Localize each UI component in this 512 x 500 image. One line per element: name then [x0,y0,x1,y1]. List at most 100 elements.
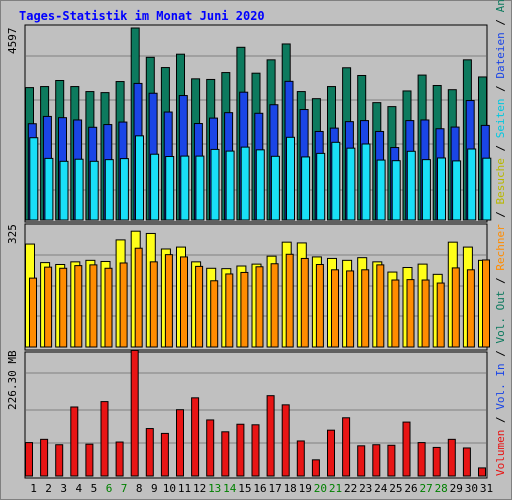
requests-max-label: 4597 [6,27,19,55]
day-label-27: 27 [419,482,433,495]
legend-rechner: Rechner [494,224,507,271]
bar-rechner-day-14 [225,273,234,348]
bar-volumen-day-26 [402,421,411,477]
bar-volumen-day-19 [296,440,305,477]
bar-volumen-day-10 [160,432,169,477]
bar-seiten-day-22 [346,147,356,221]
bar-seiten-day-21 [331,141,341,221]
bar-seiten-day-8 [135,135,144,221]
bar-rechner-day-13 [210,280,219,348]
legend-sep: / [494,78,507,99]
day-label-4: 4 [75,482,83,495]
bar-volumen-day-8 [130,349,139,477]
bar-rechner-day-17 [270,263,279,348]
day-label-8: 8 [135,482,143,495]
bar-seiten-day-12 [195,155,205,221]
legend-vol-in: Vol. In [494,363,507,410]
bar-volumen-day-9 [145,428,154,477]
day-label-17: 17 [268,482,282,495]
legend-sep: / [494,12,507,33]
bar-seiten-day-1 [29,137,39,221]
bar-seiten-day-23 [361,143,371,221]
day-label-26: 26 [404,482,418,495]
day-label-23: 23 [359,482,373,495]
bar-volumen-day-6 [100,401,109,477]
bar-rechner-day-11 [180,256,188,348]
legend-sep: / [494,409,507,430]
day-label-25: 25 [389,482,403,495]
day-label-14: 14 [223,482,237,495]
bar-volumen-day-28 [432,446,441,477]
bar-rechner-day-20 [315,263,324,348]
bar-seiten-day-5 [89,160,99,221]
bar-seiten-day-28 [437,157,446,221]
day-label-7: 7 [120,482,128,495]
bar-volumen-day-11 [176,409,184,477]
bar-volumen-day-15 [236,423,245,477]
day-label-2: 2 [45,482,52,495]
legend-sep: / [494,138,507,159]
day-label-5: 5 [90,482,98,495]
bar-rechner-day-10 [164,254,173,348]
legend-volumen: Volumen [494,429,507,476]
day-label-28: 28 [434,482,448,495]
bar-volumen-day-2 [40,438,49,477]
legend-besuche: Besuche [494,158,507,205]
bar-seiten-day-24 [376,159,386,221]
bar-rechner-day-19 [300,257,309,348]
bar-seiten-day-19 [301,156,311,221]
legend-anfragen: Anfragen [494,0,507,12]
bar-rechner-day-28 [436,282,445,348]
bar-volumen-day-21 [327,429,335,477]
legend-dateien: Dateien [494,32,507,79]
bar-rechner-day-21 [331,269,339,348]
bar-rechner-day-31 [482,259,490,348]
bar-seiten-day-15 [240,146,250,221]
bar-rechner-day-25 [391,279,400,348]
bar-rechner-day-2 [44,266,53,348]
bar-seiten-day-18 [286,136,295,221]
day-label-19: 19 [298,482,312,495]
day-label-22: 22 [343,482,358,495]
bar-seiten-day-4 [74,158,84,221]
day-label-15: 15 [238,482,252,495]
legend-sep: / [494,270,507,291]
bar-rechner-day-16 [255,266,264,348]
day-label-31: 31 [479,482,494,495]
bar-seiten-day-3 [59,160,69,221]
day-label-30: 30 [464,482,479,495]
bar-rechner-day-1 [29,277,37,348]
bar-volumen-day-7 [115,441,124,477]
bar-volumen-day-4 [70,406,79,477]
bar-volumen-day-23 [357,445,366,477]
bar-rechner-day-4 [74,265,83,348]
legend-vol-out: Vol. Out [494,290,507,344]
bar-volumen-day-20 [311,459,320,477]
bar-volumen-day-18 [281,404,290,477]
bar-volumen-day-30 [462,447,471,477]
bar-volumen-day-31 [478,467,486,477]
day-label-13: 13 [208,482,222,495]
bar-volumen-day-12 [191,397,200,477]
bar-seiten-day-9 [150,153,160,221]
bar-rechner-day-5 [89,264,98,348]
bar-rechner-day-18 [285,253,294,348]
bar-rechner-day-6 [104,267,113,348]
right-legend: Volumen / Vol. In / Vol. Out / Rechner /… [494,0,507,476]
day-label-21: 21 [328,482,343,495]
volume-max-label: 226.30 MB [6,350,19,410]
bar-rechner-day-7 [119,262,128,348]
bar-volumen-day-5 [85,443,94,477]
day-label-3: 3 [60,482,67,495]
bar-seiten-day-17 [270,155,280,221]
bar-rechner-day-22 [346,270,355,348]
bar-seiten-day-16 [255,149,265,221]
day-label-6: 6 [105,482,113,495]
bar-volumen-day-1 [25,442,33,477]
bar-volumen-day-25 [387,444,396,477]
bar-seiten-day-31 [482,157,492,221]
bar-rechner-day-26 [406,279,415,348]
bar-rechner-day-24 [376,264,385,348]
bar-rechner-day-12 [195,265,204,348]
